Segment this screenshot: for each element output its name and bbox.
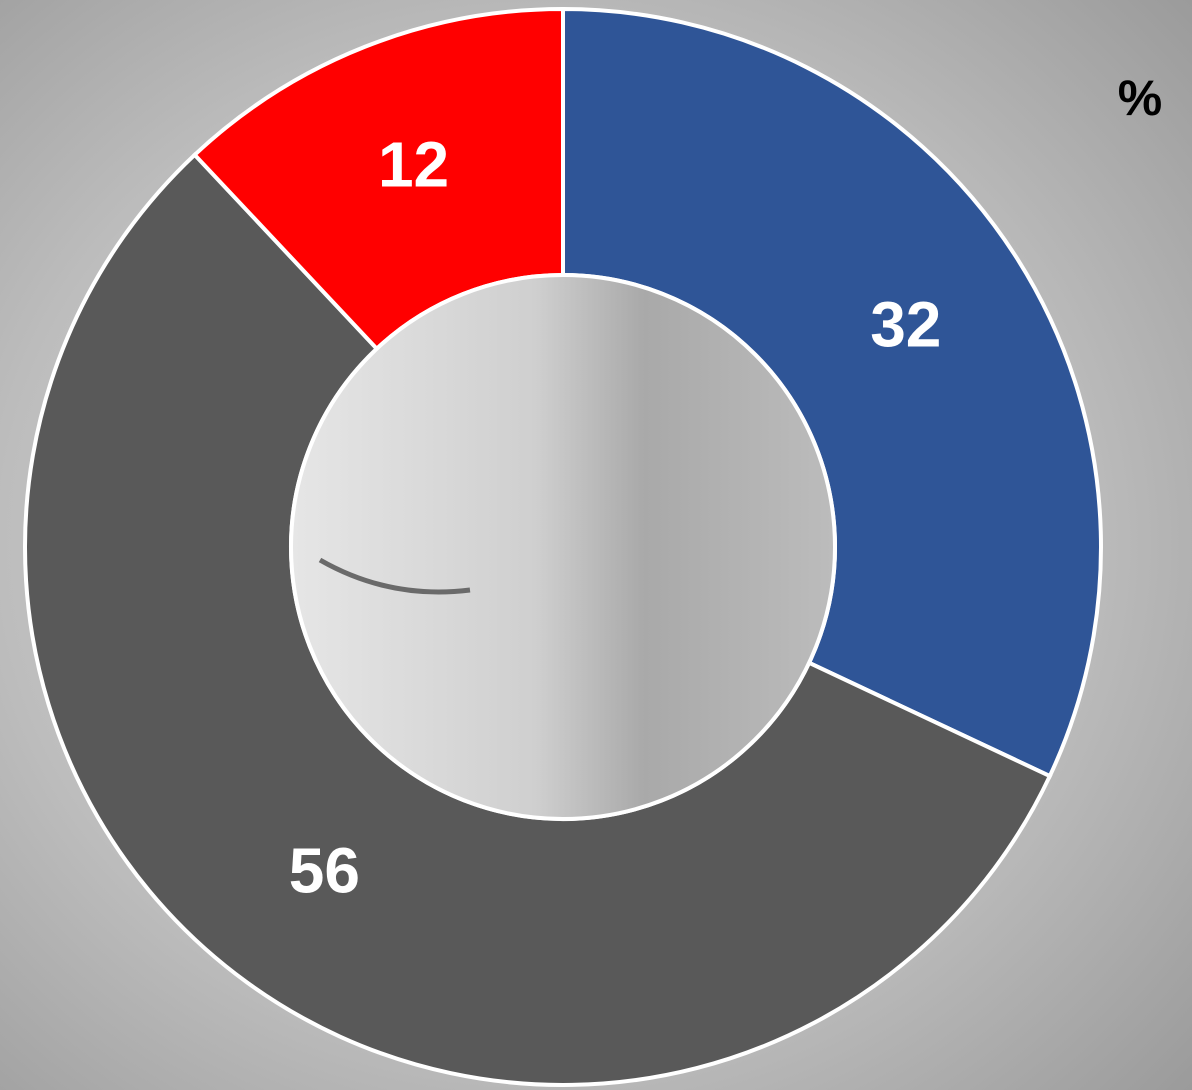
unit-label: % (1118, 70, 1162, 126)
value-label: 12 (378, 128, 449, 200)
center-photo (289, 273, 837, 821)
photo-detail (318, 557, 471, 595)
value-label: 56 (289, 834, 360, 906)
value-label: 32 (870, 288, 941, 360)
